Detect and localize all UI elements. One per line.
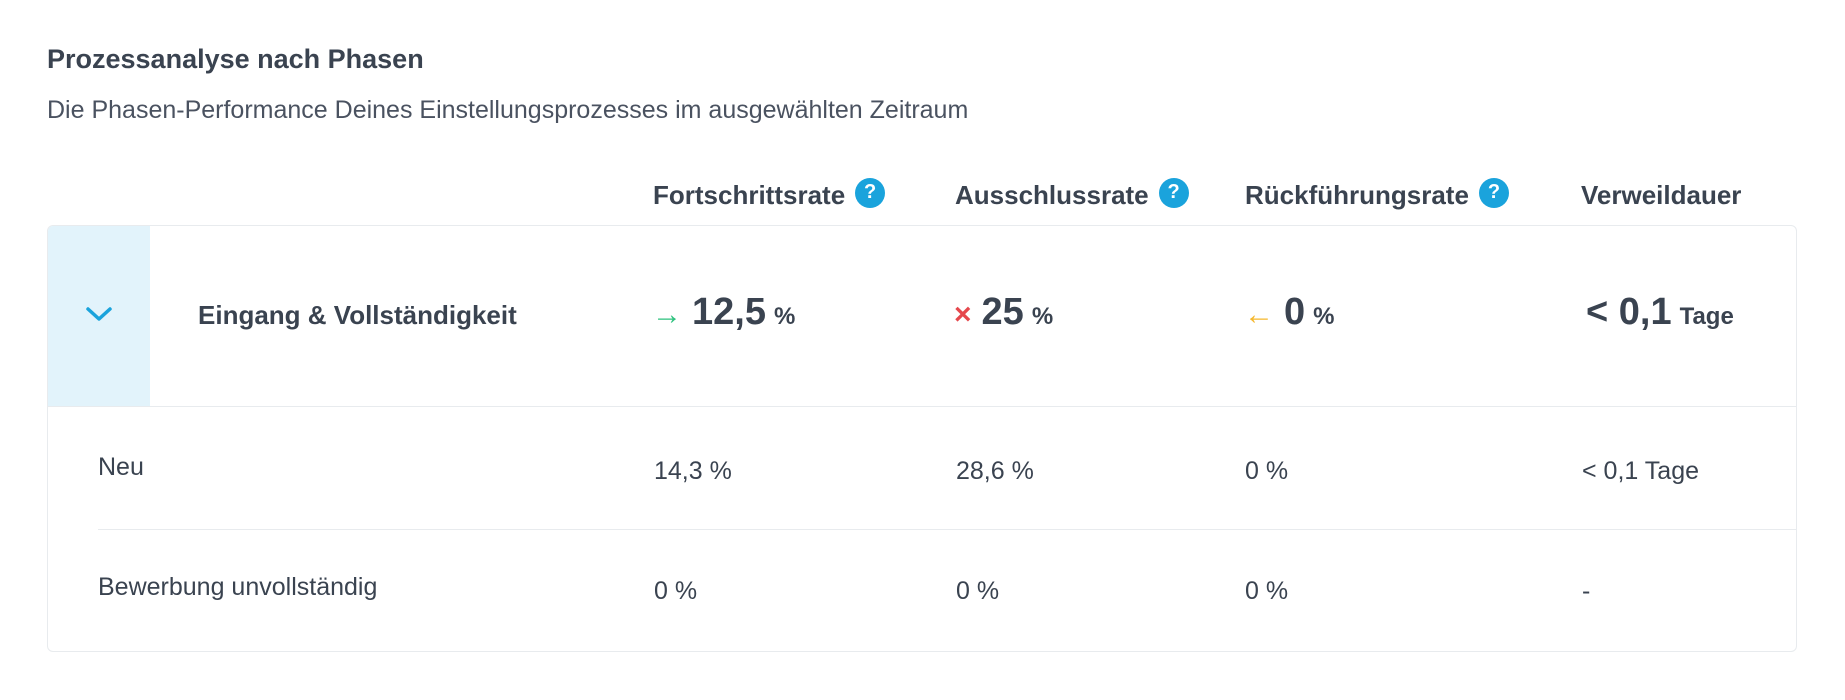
arrow-right-icon: → — [652, 298, 682, 331]
group-progress-value: 12,5 — [692, 291, 766, 333]
group-return-value: 0 — [1284, 291, 1306, 333]
phase-card: Eingang & Vollständigkeit → 12,5 % × 25 … — [47, 225, 1797, 652]
group-duration-unit: Tage — [1679, 303, 1734, 330]
column-header-exclusion: Ausschlussrate ? — [955, 177, 1189, 211]
column-header-duration-label: Verweildauer — [1581, 180, 1742, 210]
group-return-unit: % — [1313, 303, 1335, 330]
group-duration: < 0,1 Tage — [1586, 291, 1734, 334]
table-row: Bewerbung unvollständig 0 % 0 % 0 % - — [98, 531, 1796, 651]
help-icon[interactable]: ? — [855, 177, 886, 208]
close-icon: × — [954, 298, 972, 331]
group-progress-rate: → 12,5 % — [652, 291, 795, 334]
group-return-rate: ← 0 % — [1244, 291, 1334, 334]
row-duration: < 0,1 Tage — [1582, 457, 1700, 485]
column-header-progress: Fortschrittsrate ? — [653, 177, 886, 211]
group-duration-value: < 0,1 — [1586, 291, 1672, 333]
row-progress: 0 % — [654, 577, 698, 605]
group-exclusion-unit: % — [1031, 303, 1054, 330]
row-exclusion: 28,6 % — [956, 457, 1034, 485]
row-duration: - — [1582, 577, 1591, 605]
arrow-left-icon: ← — [1244, 298, 1274, 331]
column-header-progress-label: Fortschrittsrate — [653, 180, 846, 210]
help-icon[interactable]: ? — [1158, 177, 1189, 208]
row-return: 0 % — [1245, 457, 1289, 485]
phase-group-row[interactable]: Eingang & Vollständigkeit → 12,5 % × 25 … — [48, 226, 1796, 407]
row-return: 0 % — [1245, 577, 1289, 605]
phase-group-name: Eingang & Vollständigkeit — [198, 300, 517, 330]
group-progress-unit: % — [773, 303, 796, 330]
table-row: Neu 14,3 % 28,6 % 0 % < 0,1 Tage — [98, 411, 1796, 531]
column-header-return: Rückführungsrate ? — [1245, 177, 1509, 211]
page-title: Prozessanalyse nach Phasen — [47, 44, 424, 74]
page-subtitle: Die Phasen-Performance Deines Einstellun… — [47, 96, 969, 124]
row-name: Neu — [98, 453, 144, 481]
row-progress: 14,3 % — [654, 457, 732, 485]
column-header-duration: Verweildauer — [1581, 180, 1741, 211]
row-exclusion: 0 % — [956, 577, 1000, 605]
row-name: Bewerbung unvollständig — [98, 573, 378, 601]
group-exclusion-rate: × 25 % — [954, 291, 1053, 334]
help-icon[interactable]: ? — [1478, 177, 1509, 208]
chevron-down-icon — [84, 304, 114, 329]
expand-toggle-button[interactable] — [48, 226, 150, 406]
column-header-exclusion-label: Ausschlussrate — [955, 180, 1149, 210]
group-exclusion-value: 25 — [981, 291, 1024, 333]
column-header-return-label: Rückführungsrate — [1245, 180, 1469, 210]
row-divider — [98, 529, 1796, 530]
